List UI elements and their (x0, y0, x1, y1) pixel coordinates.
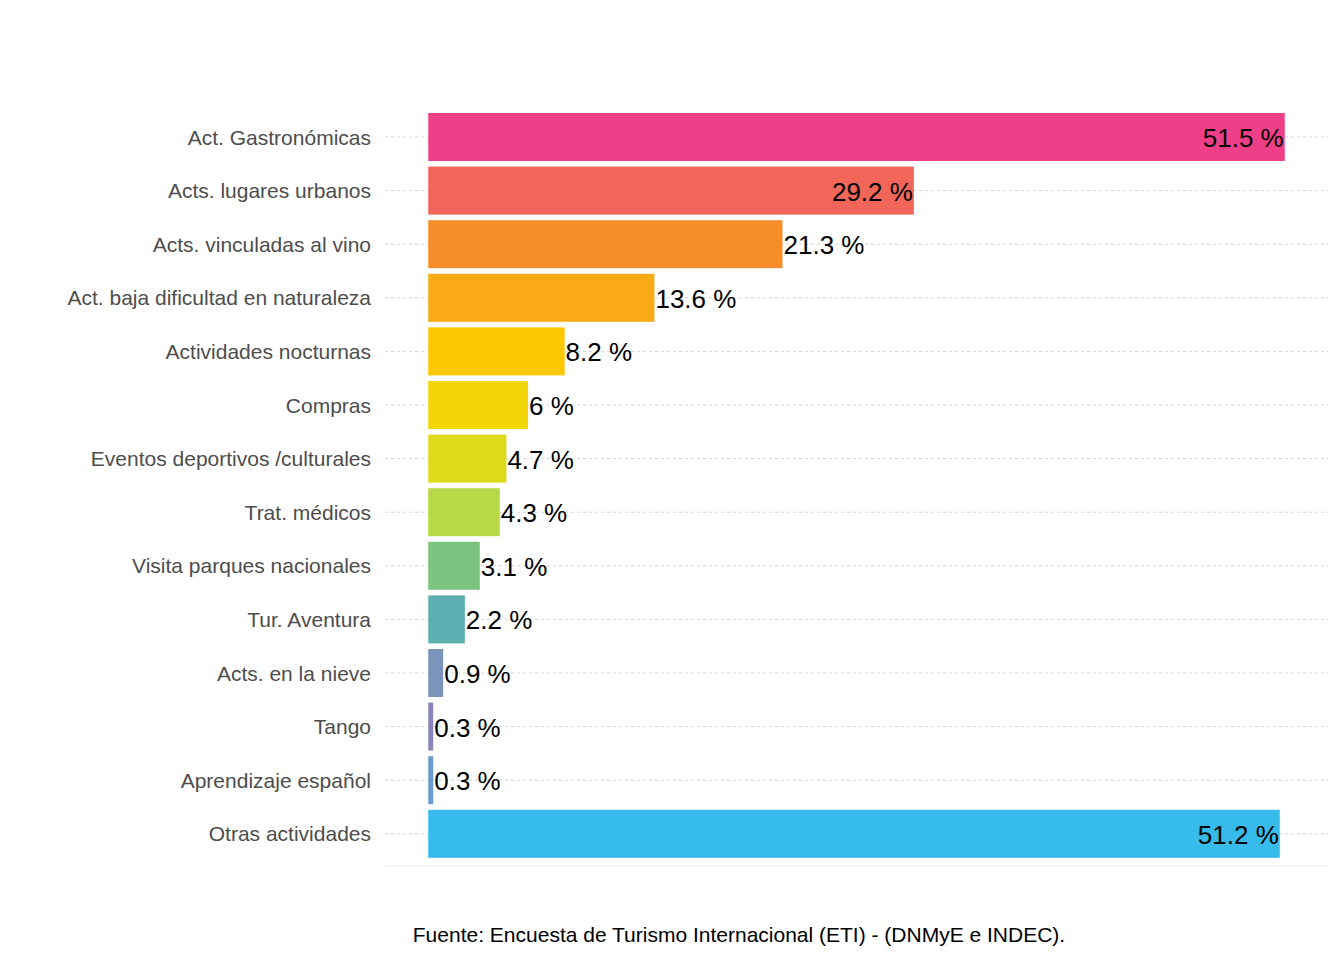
data-label: 0.3 % (434, 713, 501, 743)
y-tick-label: Tur. Aventura (247, 608, 371, 631)
bar (428, 488, 500, 536)
data-label: 51.5 % (1203, 123, 1284, 153)
source: Fuente: Encuesta de Turismo Internaciona… (413, 923, 1065, 946)
data-label: 13.6 % (655, 284, 736, 314)
data-label: 4.3 % (501, 498, 567, 528)
y-tick-label: Eventos deportivos /culturales (91, 447, 371, 470)
data-label: 6 % (529, 391, 574, 421)
data-label: 3.1 % (481, 552, 548, 582)
bar (428, 167, 914, 215)
y-tick-label: Acts. lugares urbanos (168, 179, 371, 202)
data-label: 0.3 % (434, 766, 501, 796)
y-tick-label: Actividades nocturnas (166, 340, 371, 363)
y-tick-label: Acts. en la nieve (217, 662, 371, 685)
grid-line (385, 673, 1328, 674)
bar (428, 327, 564, 375)
bar (428, 381, 528, 429)
bar (428, 113, 1285, 161)
grid-line (385, 726, 1328, 727)
y-tick-label: Act. Gastronómicas (188, 126, 371, 149)
grid (385, 137, 1328, 834)
data-label: 8.2 % (566, 337, 633, 367)
data-labels: 51.5 % 29.2 % 21.3 % 13.6 % 8.2 % 6 % 4.7 % 4.3… (434, 123, 1284, 850)
y-tick-label: Otras actividades (209, 822, 371, 845)
bar (428, 810, 1280, 858)
y-tick-label: Act. baja dificultad en naturaleza (67, 286, 371, 309)
data-label: 4.7 % (507, 445, 574, 475)
y-tick-labels: Act. Gastronómicas Acts. lugares urbanos A… (67, 126, 371, 846)
chart: Act. Gastronómicas Acts. lugares urbanos A… (0, 0, 1344, 960)
grid-line (385, 780, 1328, 781)
bar (428, 542, 480, 590)
data-label: 51.2 % (1198, 820, 1279, 850)
y-tick-label: Acts. vinculadas al vino (153, 233, 371, 256)
y-tick-label: Visita parques nacionales (132, 554, 371, 577)
bar (428, 703, 433, 751)
data-label: 29.2 % (832, 177, 913, 207)
y-tick-label: Trat. médicos (245, 501, 371, 524)
y-tick-label: Tango (314, 715, 371, 738)
x-axis-line (385, 865, 1328, 866)
data-label: 21.3 % (783, 230, 864, 260)
bar (428, 756, 433, 804)
data-label: 2.2 % (466, 605, 533, 635)
y-tick-label: Compras (286, 394, 371, 417)
y-tick-label: Aprendizaje español (181, 769, 371, 792)
bar (428, 649, 443, 697)
data-label: 0.9 % (444, 659, 511, 689)
bar (428, 435, 506, 483)
bar (428, 220, 782, 268)
bars (428, 113, 1285, 858)
bar (428, 274, 654, 322)
bar (428, 595, 465, 643)
